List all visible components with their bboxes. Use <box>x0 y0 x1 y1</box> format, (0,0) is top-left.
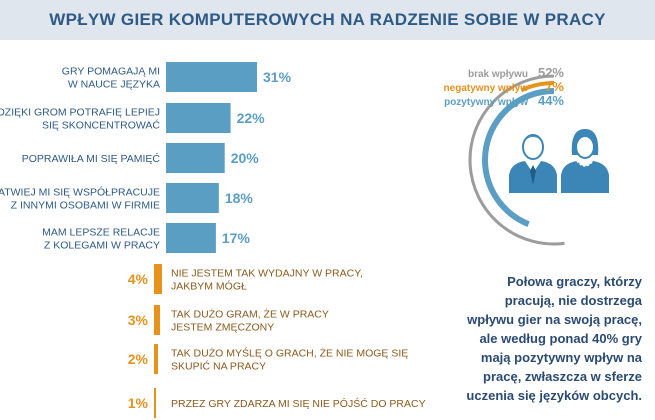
bar-positive-label-1: DZIĘKI GROM POTRAFIĘ LEPIEJ <box>0 107 160 119</box>
legend-label-2: pozytywny wpływ <box>444 97 528 108</box>
summary-line-2: wpływu gier na swoją pracę, <box>467 312 642 327</box>
bar-negative-value-0: 4% <box>128 271 149 287</box>
bar-positive-label-1: SIĘ SKONCENTROWAĆ <box>42 119 160 132</box>
arc-2 <box>482 88 555 227</box>
legend-value-1: 7% <box>545 79 564 94</box>
arc-1 <box>520 81 555 93</box>
bar-positive-label-4: Z KOLEGAMI W PRACY <box>44 240 160 252</box>
legend-row-0: brak wpływu 52% <box>430 65 564 81</box>
woman-necklace-icon <box>576 160 594 167</box>
summary-line-1: pracują, nie dostrzega <box>504 293 642 308</box>
bar-negative-label-1: JESTEM ZMĘCZONY <box>171 322 274 334</box>
legend-label-0: brak wpływu <box>467 69 528 80</box>
arc-0 <box>468 74 565 246</box>
bar-negative-value-3: 1% <box>128 395 149 411</box>
bar-negative-value-2: 2% <box>128 351 149 367</box>
bar-positive-4 <box>166 223 216 253</box>
bar-negative-label-2: SKUPIĆ NA PRACY <box>171 360 266 373</box>
bar-positive-1 <box>166 103 231 133</box>
bar-positive-value-4: 17% <box>222 230 251 246</box>
chart-title: WPŁYW GIER KOMPUTEROWYCH NA RADZENIE SOB… <box>49 10 606 29</box>
legend-label-1: negatywny wpływ <box>443 83 528 94</box>
bar-positive-value-2: 20% <box>231 150 260 166</box>
bar-positive-2 <box>166 143 225 173</box>
bar-positive-label-3: Z INNYMI OSOBAMI W FIRMIE <box>11 200 160 212</box>
legend-row-1: negatywny wpływ 7% <box>430 79 564 95</box>
bar-negative-3 <box>154 388 156 418</box>
woman-body-icon <box>561 161 609 193</box>
bar-positive-label-0: GRY POMAGAJĄ MI <box>62 66 160 78</box>
bar-positive-3 <box>166 183 219 213</box>
summary-line-4: mają pozytywny wpływ na <box>480 350 642 365</box>
legend-value-0: 52% <box>537 65 564 80</box>
bar-negative-label-0: JAKBYM MÓGŁ <box>171 280 247 293</box>
legend-row-2: pozytywny wpływ 44% <box>430 93 564 109</box>
bar-negative-value-1: 3% <box>128 312 149 328</box>
bar-negative-label-0: NIE JESTEM TAK WYDAJNY W PRACY, <box>171 268 363 280</box>
man-head-icon <box>522 134 544 160</box>
title-bar: WPŁYW GIER KOMPUTEROWYCH NA RADZENIE SOB… <box>0 0 655 40</box>
bar-negative-label-1: TAK DUŻO GRAM, ŻE W PRACY <box>171 308 329 321</box>
donut-legend: brak wpływu 52% negatywny wpływ 7% pozytywny… <box>430 65 564 109</box>
summary-line-6: uczenia się języków obcych. <box>466 388 642 403</box>
bar-negative-1 <box>154 305 160 335</box>
bar-negative-2 <box>154 344 158 374</box>
bar-positive-value-1: 22% <box>237 110 266 126</box>
man-tie-icon <box>530 165 536 185</box>
bar-positive-label-2: POPRAWIŁA MI SIĘ PAMIĘĆ <box>22 152 161 165</box>
bar-positive-label-0: W NAUCE JĘZYKA <box>68 79 160 91</box>
summary-text: Połowa graczy, którzy pracują, nie dostrz… <box>432 272 642 405</box>
bar-positive-value-0: 31% <box>263 69 292 85</box>
legend-value-2: 44% <box>537 93 564 108</box>
bar-positive-value-3: 18% <box>225 190 254 206</box>
bar-positive-label-3: ŁATWIEJ MI SIĘ WSPÓŁPRACUJE <box>0 186 160 199</box>
summary-line-5: pracę, zwłaszcza w sferze <box>483 369 642 384</box>
bar-negative-label-3: PRZEZ GRY ZDARZA MI SIĘ NIE PÓJŚĆ DO PRA… <box>171 397 426 410</box>
bar-negative-label-2: TAK DUŻO MYŚLĘ O GRACH, ŻE NIE MOGĘ SIĘ <box>171 347 408 360</box>
summary-line-3: ale według ponad 40% gry <box>479 331 642 346</box>
bar-negative-0 <box>154 264 162 294</box>
man-hair-icon <box>523 136 543 143</box>
woman-head-icon <box>575 135 595 159</box>
summary-line-0: Połowa graczy, którzy <box>507 274 642 289</box>
bar-positive-0 <box>166 62 257 92</box>
bar-positive-label-4: MAM LEPSZE RELACJE <box>42 227 160 239</box>
